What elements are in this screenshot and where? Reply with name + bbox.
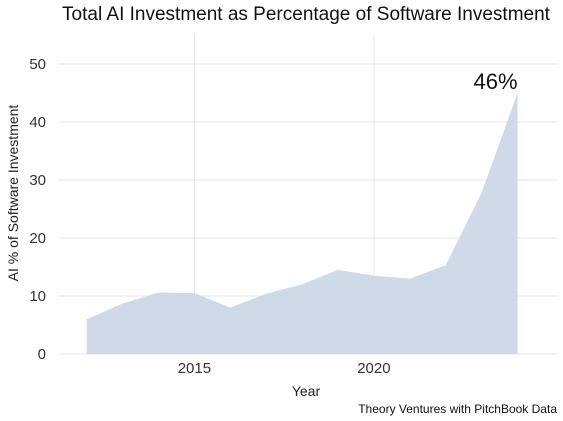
gridlines: [58, 35, 557, 355]
chart-title: Total AI Investment as Percentage of Sof…: [62, 4, 551, 25]
x-tick-label: 2015: [178, 360, 211, 377]
peak-annotation: 46%: [473, 69, 517, 94]
y-tick-label: 50: [29, 56, 46, 73]
x-axis-label: Year: [292, 383, 321, 399]
y-tick-label: 40: [29, 114, 46, 131]
y-tick-label: 10: [29, 288, 46, 305]
y-tick-label: 30: [29, 172, 46, 189]
source-caption: Theory Ventures with PitchBook Data: [358, 402, 557, 416]
y-tick-label: 20: [29, 230, 46, 247]
area-series: [86, 93, 518, 354]
y-axis-label: AI % of Software Investment: [5, 105, 21, 282]
area-fill: [86, 93, 518, 354]
tick-labels: 0 10 20 30 40 50 2015 2020: [29, 56, 390, 377]
x-tick-label: 2020: [357, 360, 390, 377]
y-tick-label: 0: [38, 346, 46, 363]
